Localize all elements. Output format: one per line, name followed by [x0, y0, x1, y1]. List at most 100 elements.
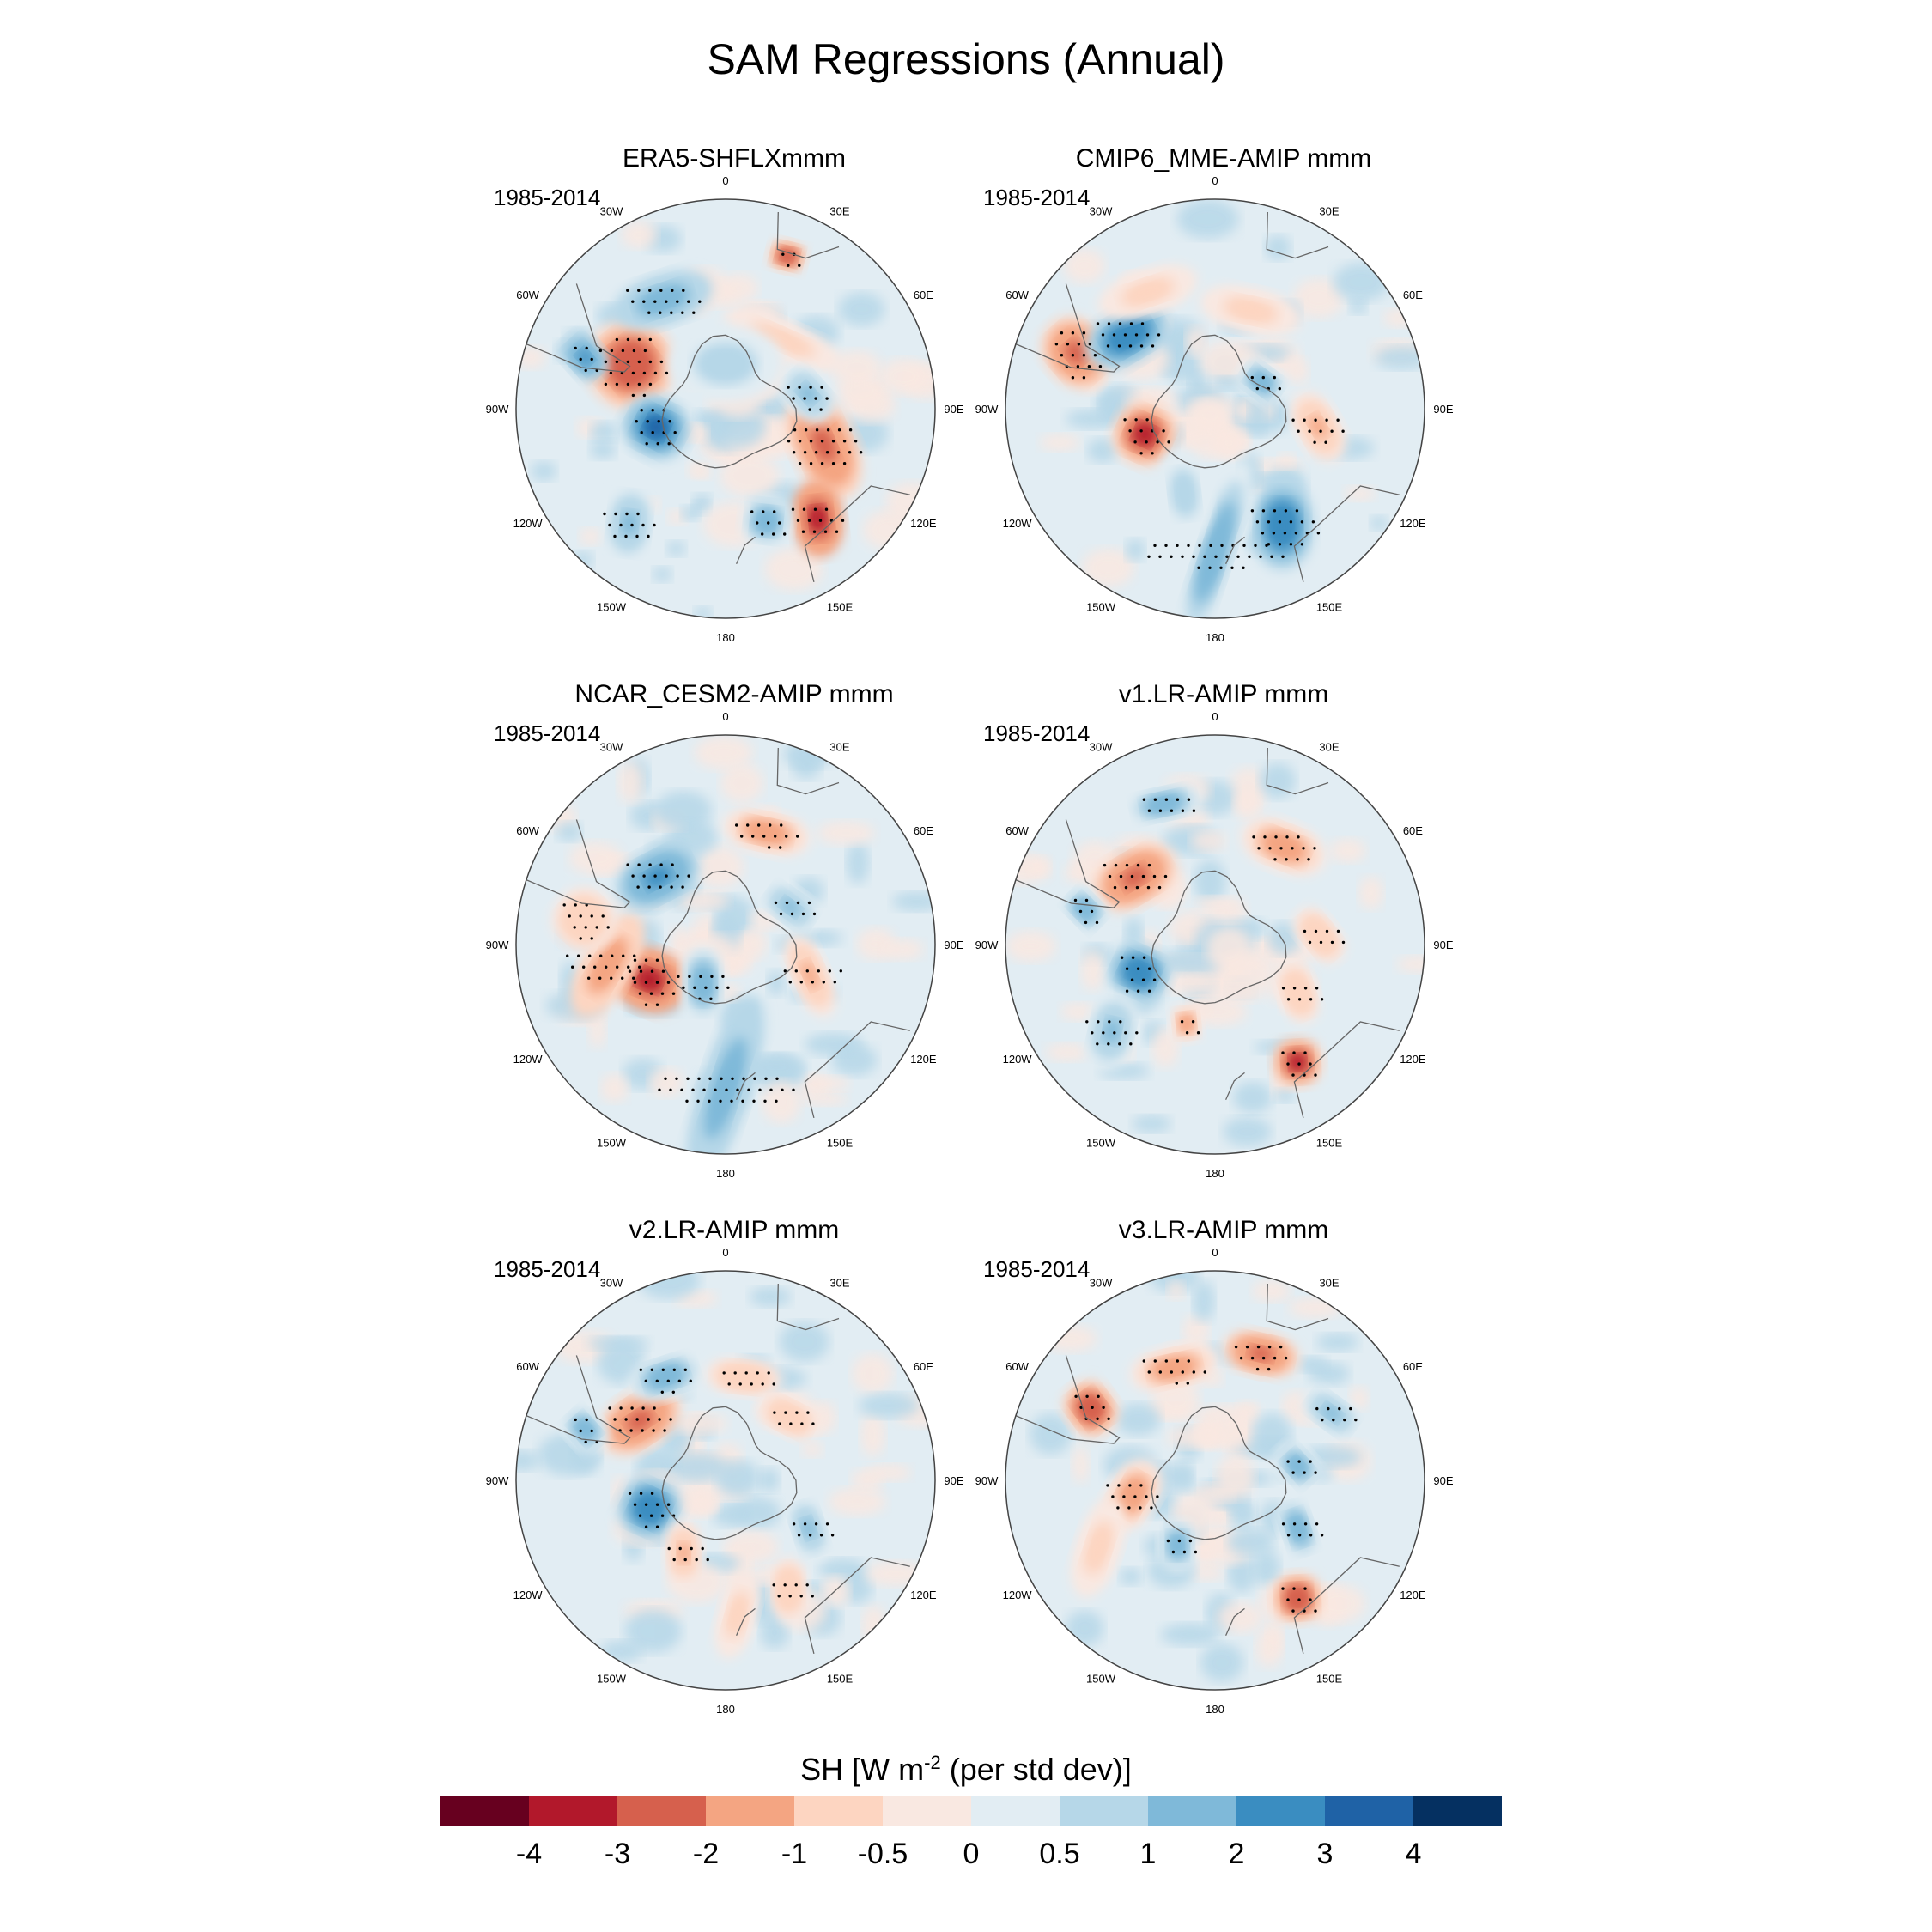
map-border: [515, 1270, 936, 1691]
antarctica-coastline: [1151, 334, 1287, 469]
significance-dot: [1071, 376, 1075, 380]
significance-dot: [656, 442, 659, 446]
speckle: [600, 1073, 629, 1103]
significance-dot: [1303, 1522, 1308, 1526]
significance-dot: [667, 1546, 671, 1551]
significance-dot: [637, 360, 641, 364]
significance-dot: [824, 507, 829, 511]
significance-dot: [1314, 929, 1318, 933]
significance-dot: [1130, 874, 1134, 878]
significance-dot: [820, 386, 823, 389]
significance-dot: [1186, 1382, 1189, 1385]
significance-dot: [1279, 847, 1283, 850]
significance-dot: [1164, 1359, 1168, 1363]
significance-dot: [1071, 354, 1075, 357]
significance-dot: [657, 420, 660, 423]
significance-dot: [807, 519, 811, 522]
speckle: [694, 606, 713, 618]
panel-period-label: 1985-2014: [983, 1256, 1091, 1282]
significance-dot: [1181, 555, 1184, 558]
longitude-label: 120E: [1400, 1053, 1426, 1066]
significance-dot: [1255, 520, 1260, 524]
panel-period-label: 1985-2014: [983, 185, 1091, 210]
significance-dot: [733, 1371, 737, 1375]
speckle: [749, 1286, 792, 1307]
significance-dot: [1236, 555, 1240, 558]
significance-dot: [1261, 375, 1265, 380]
significance-dot: [1158, 1370, 1162, 1374]
significance-dot: [1084, 898, 1089, 902]
significance-dot: [746, 823, 750, 827]
significance-dot: [1139, 1506, 1142, 1510]
significance-dot: [826, 428, 830, 432]
significance-dot: [747, 1088, 750, 1091]
significance-dot: [1341, 429, 1345, 433]
significance-dot: [670, 885, 673, 889]
significance-dot: [1187, 1359, 1190, 1363]
significance-dot: [683, 1368, 687, 1371]
significance-dot: [811, 981, 814, 984]
significance-dot: [714, 1088, 717, 1091]
significance-dot: [669, 1418, 672, 1421]
significance-dot: [1336, 418, 1340, 422]
significance-dot: [1273, 1356, 1277, 1360]
regression-contour: [1171, 1536, 1184, 1554]
longitude-label: 30W: [600, 1277, 623, 1290]
africa-coastline: [1266, 747, 1329, 795]
speckle: [1176, 1461, 1195, 1493]
significance-dot: [1090, 909, 1094, 914]
speckle: [531, 461, 557, 482]
significance-dot: [1171, 1550, 1176, 1554]
regression-contour: [1128, 962, 1150, 982]
significance-dot: [695, 1558, 698, 1562]
significance-dot: [615, 360, 619, 364]
speckle: [621, 221, 658, 249]
colorbar-tick-label: 1: [1139, 1838, 1157, 1870]
regression-contour: [1131, 283, 1164, 301]
significance-dot: [653, 523, 656, 527]
significance-dot: [1128, 429, 1132, 433]
speckle: [767, 969, 786, 996]
africa-coastline: [776, 747, 840, 795]
significance-dot: [812, 530, 817, 533]
significance-dot: [1248, 555, 1251, 558]
significance-dot: [1130, 978, 1134, 981]
speckle: [708, 404, 766, 447]
polar-map: 0 30E 60E 90E 120E 150E 180 150W 120W 90W 60W 30W: [975, 710, 1454, 1180]
significance-dot: [764, 1077, 768, 1080]
significance-dot: [1131, 956, 1135, 959]
regression-contour: [636, 969, 663, 991]
significance-dot: [598, 349, 603, 353]
significance-dot: [658, 1088, 661, 1091]
significance-dot: [1187, 544, 1190, 547]
colorbar-tick-label: 3: [1316, 1838, 1334, 1870]
speckle: [638, 1271, 700, 1299]
regression-contour: [1254, 374, 1270, 389]
significance-dot: [1116, 1506, 1120, 1510]
regression-contour: [713, 1058, 738, 1119]
significance-dot: [1281, 1587, 1285, 1590]
significance-dot: [1142, 1359, 1145, 1363]
significance-dot: [802, 507, 806, 511]
significance-dot: [671, 1390, 675, 1394]
significance-dot: [798, 386, 801, 389]
significance-dot: [1349, 1406, 1352, 1411]
significance-dot: [1281, 1522, 1285, 1526]
significance-dot: [1111, 1495, 1115, 1498]
significance-dot: [631, 371, 635, 375]
significance-dot: [1336, 929, 1340, 933]
significance-dot: [1139, 344, 1144, 348]
significance-dot: [1300, 520, 1304, 524]
significance-dot: [720, 1077, 723, 1080]
significance-dot: [1141, 978, 1145, 981]
significance-dot: [787, 386, 790, 389]
significance-dot: [1145, 333, 1150, 337]
significance-dot: [1071, 331, 1075, 335]
regression-contour: [626, 1408, 653, 1432]
significance-dot: [1267, 1367, 1271, 1371]
speckle: [1215, 1455, 1255, 1500]
australia-coastline: [1293, 1557, 1400, 1655]
polar-map: 0 30E 60E 90E 120E 150E 180 150W 120W 90W 60W 30W: [975, 1246, 1454, 1716]
longitude-label: 120E: [910, 1589, 937, 1601]
longitude-label: 0: [722, 1246, 728, 1259]
